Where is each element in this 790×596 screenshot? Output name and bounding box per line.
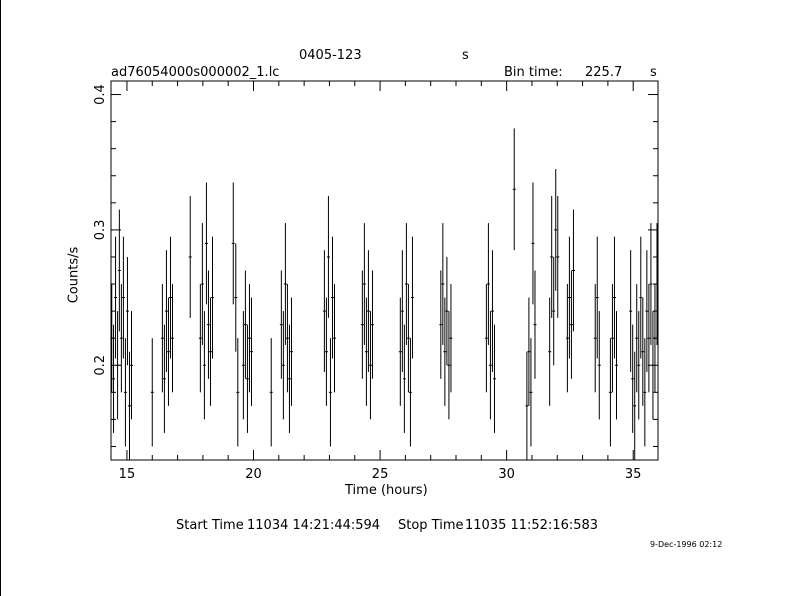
date-stamp: 9-Dec-1996 02:12 xyxy=(650,540,723,549)
window-border xyxy=(0,0,1,596)
y-axis-label: Counts/s xyxy=(66,246,82,304)
bin-time-value: 225.7 xyxy=(585,65,623,80)
y-tick-label: 0.3 xyxy=(93,220,108,241)
x-tick-label: 25 xyxy=(372,467,389,482)
file-name: ad76054000s000002_1.lc xyxy=(111,65,280,80)
y-tick-label: 0.4 xyxy=(93,84,108,105)
plot-frame xyxy=(110,80,659,461)
x-tick-label: 15 xyxy=(119,467,136,482)
start-time-value: 11034 14:21:44:594 xyxy=(247,518,381,533)
bin-time-unit: s xyxy=(650,65,657,80)
y-tick-label: 0.2 xyxy=(93,355,108,376)
x-axis-label: Time (hours) xyxy=(345,483,428,498)
source-name: 0405-123 xyxy=(299,48,362,63)
bin-time-label: Bin time: xyxy=(504,65,563,80)
stop-time-label: Stop Time xyxy=(398,518,464,533)
x-tick-label: 30 xyxy=(498,467,515,482)
start-time-label: Start Time xyxy=(176,518,244,533)
source-unit: s xyxy=(462,48,469,63)
x-tick-label: 35 xyxy=(625,467,642,482)
stop-time-value: 11035 11:52:16:583 xyxy=(465,518,599,533)
x-tick-label: 20 xyxy=(245,467,262,482)
